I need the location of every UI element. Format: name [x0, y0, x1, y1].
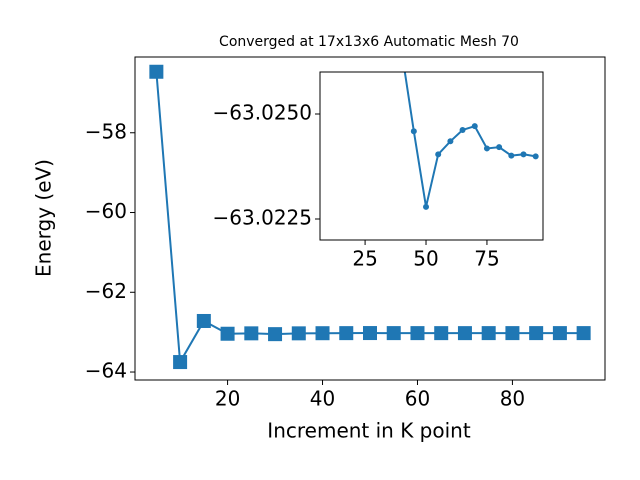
- data-point: [576, 326, 591, 341]
- x-tick-label: 80: [500, 387, 525, 411]
- x-tick-label: 60: [405, 387, 430, 411]
- data-point: [434, 326, 449, 341]
- x-tick-label: 40: [310, 387, 335, 411]
- data-point: [447, 138, 454, 145]
- y-axis-label: Energy (eV): [32, 159, 56, 277]
- data-point: [244, 326, 259, 341]
- data-point: [363, 326, 377, 341]
- data-point: [423, 203, 430, 210]
- plot-area: [403, 72, 539, 210]
- data-point: [496, 144, 503, 151]
- data-point: [471, 123, 478, 130]
- chart-title: Converged at 17x13x6 Automatic Mesh 70: [219, 34, 519, 50]
- x-tick-label: 20: [215, 387, 240, 411]
- data-point: [291, 326, 306, 341]
- y-tick-label: −58: [85, 119, 127, 143]
- data-point: [552, 326, 567, 341]
- y-tick-label: −60: [85, 199, 127, 223]
- data-point: [459, 126, 466, 133]
- data-point: [483, 145, 490, 152]
- y-tick-label: −63.0225: [213, 206, 312, 230]
- x-tick-label: 75: [474, 247, 499, 271]
- data-line: [403, 72, 536, 208]
- data-point: [220, 326, 235, 341]
- data-point: [410, 128, 417, 135]
- y-tick-label: −63.0250: [213, 101, 312, 125]
- data-point: [268, 327, 283, 342]
- data-point: [532, 153, 539, 160]
- data-point: [339, 326, 354, 341]
- axes-frame: [134, 56, 606, 381]
- data-point: [196, 313, 211, 328]
- x-tick-label: 25: [352, 247, 377, 271]
- data-point: [520, 151, 527, 158]
- data-point: [410, 326, 425, 341]
- x-axis-label: Increment in K point: [267, 419, 471, 443]
- data-point: [315, 326, 330, 341]
- plot-area: [149, 64, 591, 370]
- data-point: [529, 326, 544, 341]
- data-point: [435, 151, 442, 158]
- data-point: [386, 326, 401, 341]
- data-point: [505, 326, 520, 341]
- data-point: [457, 326, 472, 341]
- axes-frame: [319, 71, 544, 241]
- data-point: [508, 152, 515, 159]
- data-point: [149, 64, 164, 79]
- data-point: [481, 326, 496, 341]
- x-tick-label: 50: [413, 247, 438, 271]
- data-point: [173, 355, 188, 370]
- y-tick-label: −62: [85, 279, 127, 303]
- y-tick-label: −64: [85, 359, 127, 383]
